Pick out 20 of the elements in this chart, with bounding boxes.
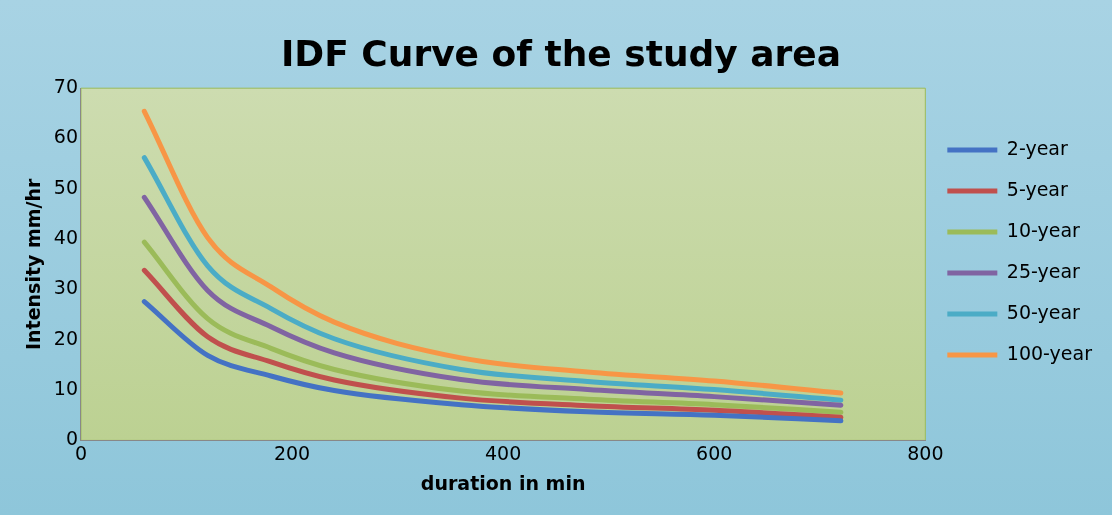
y-tick-label: 20 (53, 326, 78, 349)
x-tick-label: 200 (273, 441, 311, 464)
legend-label: 100-year (1006, 341, 1093, 364)
y-tick-label: 30 (53, 276, 78, 299)
legend-label: 10-year (1006, 218, 1081, 241)
x-tick-label: 600 (696, 441, 733, 464)
y-tick-label: 10 (53, 377, 78, 400)
y-tick-label: 70 (53, 75, 78, 98)
legend-label: 2-year (1006, 136, 1069, 159)
legend-label: 25-year (1006, 259, 1081, 282)
y-axis-title: Intensity mm/hr (22, 177, 45, 351)
x-axis-title: duration in min (420, 471, 586, 494)
chart-title: IDF Curve of the study area (280, 32, 842, 74)
y-tick-label: 50 (53, 175, 78, 198)
legend-label: 50-year (1006, 300, 1081, 323)
y-tick-label: 40 (53, 226, 78, 249)
legend-label: 5-year (1006, 177, 1069, 200)
x-tick-label: 400 (485, 441, 522, 464)
x-tick-label: 800 (907, 441, 944, 464)
y-tick-label: 60 (53, 125, 78, 148)
